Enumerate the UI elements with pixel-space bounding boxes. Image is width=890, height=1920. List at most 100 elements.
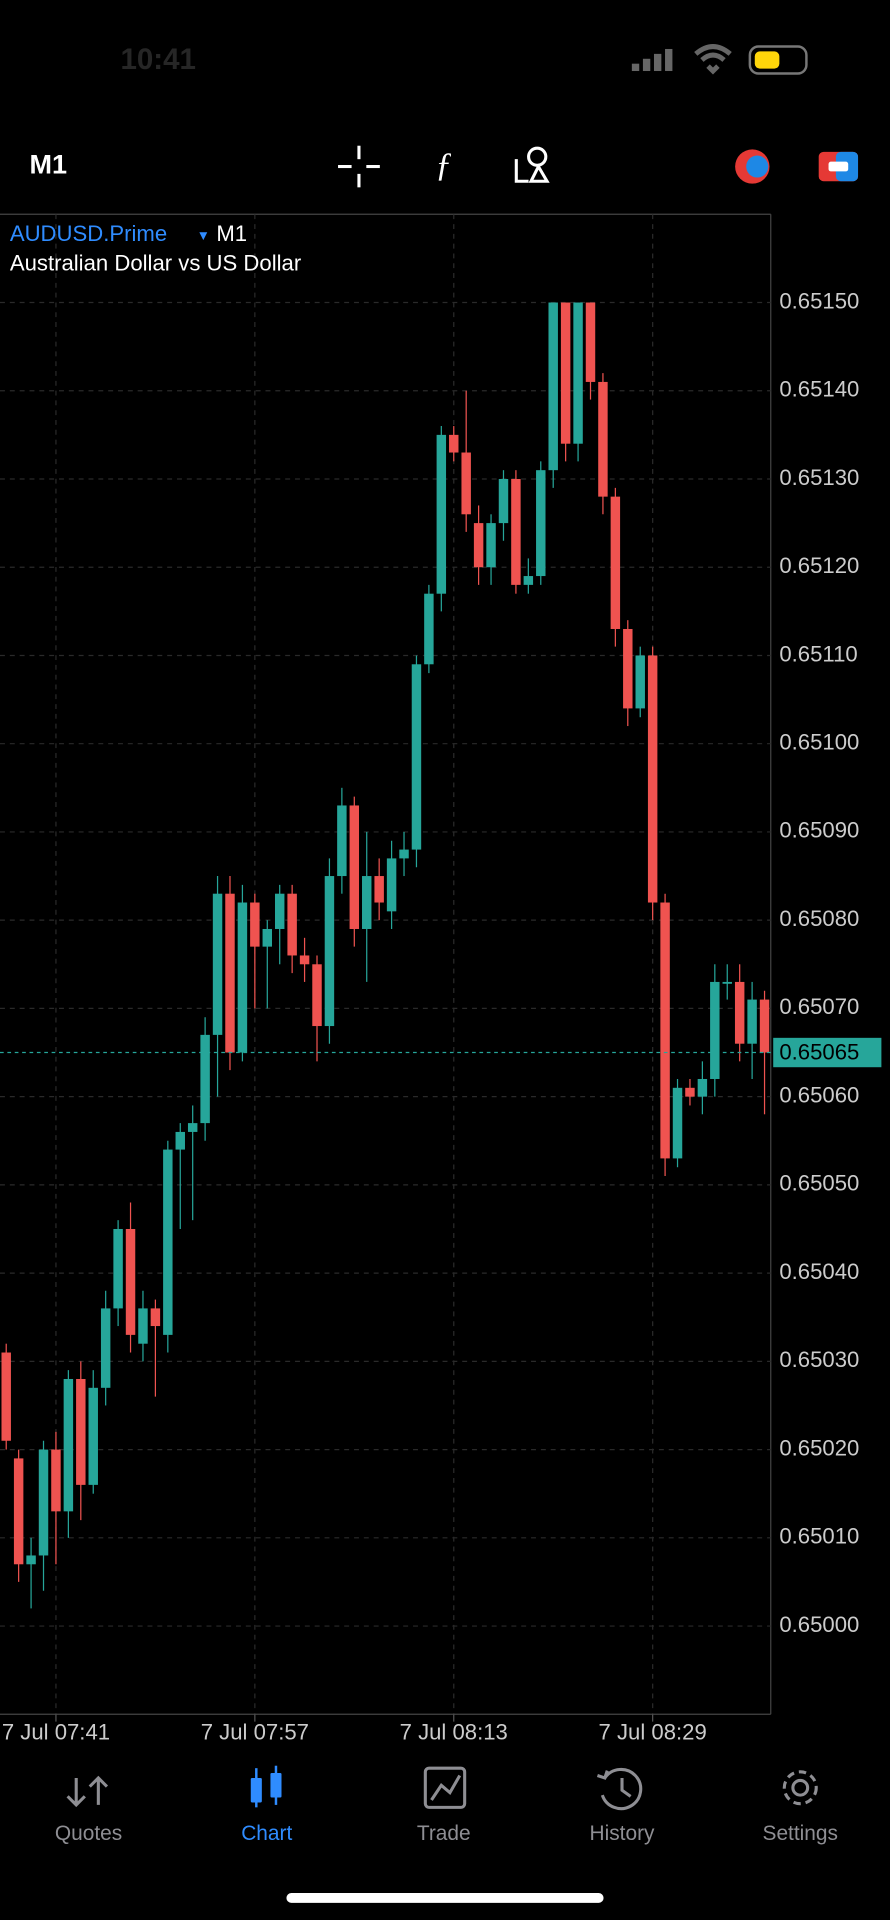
candle-body	[138, 1308, 148, 1344]
indicators-icon[interactable]: ƒ	[435, 146, 452, 184]
y-tick-label: 0.65140	[779, 377, 859, 402]
candle-body	[225, 893, 235, 1053]
y-tick-label: 0.65050	[779, 1171, 859, 1196]
chart-timeframe: M1	[216, 221, 247, 246]
settings-icon[interactable]	[782, 1770, 818, 1806]
chart-icon[interactable]	[250, 1765, 282, 1808]
candle-body	[486, 523, 496, 568]
candle-body	[374, 876, 384, 903]
candle-body	[473, 523, 484, 568]
nav-label[interactable]: Trade	[417, 1822, 471, 1845]
candle-body	[573, 302, 583, 444]
y-tick-label: 0.65070	[779, 994, 859, 1019]
candle-body	[274, 893, 285, 929]
candle-body	[560, 302, 571, 444]
wifi-icon	[694, 44, 732, 75]
y-tick-label: 0.65000	[779, 1612, 859, 1637]
candle-body	[163, 1149, 173, 1335]
candle-body	[88, 1387, 98, 1485]
symbol-name[interactable]: AUDUSD.Prime	[10, 221, 167, 246]
candle-body	[660, 902, 670, 1159]
y-tick-label: 0.65090	[779, 818, 859, 843]
nav-label[interactable]: History	[590, 1822, 656, 1845]
candle-body	[312, 964, 322, 1027]
candle-body	[585, 302, 596, 382]
y-tick-label: 0.65100	[779, 730, 859, 755]
candle-body	[337, 805, 347, 877]
candle-body	[212, 893, 223, 1035]
y-tick-label: 0.65040	[779, 1259, 859, 1284]
candle-body	[125, 1228, 136, 1335]
candle-body	[461, 452, 471, 515]
battery-icon	[748, 45, 808, 75]
x-tick-label: 7 Jul 07:41	[2, 1720, 110, 1745]
candle-body	[187, 1123, 198, 1132]
history-icon[interactable]	[596, 1767, 643, 1811]
x-tick-label: 7 Jul 08:13	[400, 1720, 508, 1745]
candle-body	[26, 1555, 36, 1565]
signal-icon	[631, 48, 673, 72]
current-price-badge	[773, 1037, 882, 1068]
candle-body	[386, 858, 397, 912]
candle-body	[1, 1352, 11, 1441]
candle-body	[175, 1131, 185, 1150]
candle-body	[411, 664, 422, 850]
candle-body	[710, 981, 720, 1079]
y-tick-label: 0.65010	[779, 1524, 859, 1549]
candle-body	[262, 928, 273, 947]
current-price-label: 0.65065	[779, 1040, 859, 1065]
quotes-icon[interactable]	[66, 1775, 109, 1808]
candle-body	[287, 893, 297, 956]
symbol-dropdown[interactable]: ▼	[197, 228, 210, 243]
candle-body	[63, 1378, 74, 1512]
candle-body	[498, 478, 509, 524]
candle-body	[610, 496, 621, 629]
candle-body	[51, 1449, 61, 1512]
candle-body	[299, 955, 310, 965]
nav-label[interactable]: Quotes	[55, 1822, 122, 1845]
candle-body	[759, 999, 770, 1053]
candle-body	[150, 1308, 161, 1327]
candle-body	[672, 1087, 683, 1159]
nav-label[interactable]: Settings	[763, 1822, 838, 1845]
one-click-icon-inner	[746, 155, 769, 178]
candle-body	[598, 381, 608, 497]
nav-label[interactable]: Chart	[241, 1822, 292, 1845]
candle-body	[647, 655, 658, 903]
candle-body	[436, 434, 447, 594]
candle-body	[324, 876, 335, 1027]
crosshair-icon[interactable]	[338, 145, 380, 188]
candle-body	[747, 999, 757, 1044]
timeframe-button[interactable]: M1	[30, 150, 68, 180]
candle-body	[449, 434, 459, 453]
objects-icon[interactable]	[514, 146, 550, 183]
candle-body	[13, 1458, 24, 1565]
candle-body	[38, 1449, 49, 1556]
candle-body	[523, 576, 534, 585]
y-tick-label: 0.65120	[779, 553, 859, 578]
candle-body	[623, 628, 633, 709]
candle-body	[511, 478, 521, 585]
candle-body	[113, 1228, 123, 1309]
x-tick-label: 7 Jul 08:29	[599, 1720, 707, 1745]
candle-body	[76, 1378, 86, 1485]
trade-nav-icon[interactable]	[423, 1766, 467, 1809]
candle-body	[424, 593, 434, 665]
bottom-nav: Quotes Chart Trade History Settings	[55, 1822, 838, 1845]
x-tick-label: 7 Jul 07:57	[201, 1720, 309, 1745]
candle-body	[349, 805, 360, 929]
y-tick-label: 0.65060	[779, 1082, 859, 1107]
y-tick-label: 0.65030	[779, 1347, 859, 1372]
candle-body	[734, 981, 745, 1044]
status-time: 10:41	[120, 43, 195, 76]
candle-body	[685, 1087, 695, 1097]
y-tick-label: 0.65150	[779, 288, 859, 313]
battery-level	[754, 51, 780, 69]
y-tick-label: 0.65130	[779, 465, 859, 490]
y-tick-label: 0.65110	[779, 641, 857, 666]
candle-body	[536, 470, 546, 577]
candle-body	[100, 1308, 111, 1388]
